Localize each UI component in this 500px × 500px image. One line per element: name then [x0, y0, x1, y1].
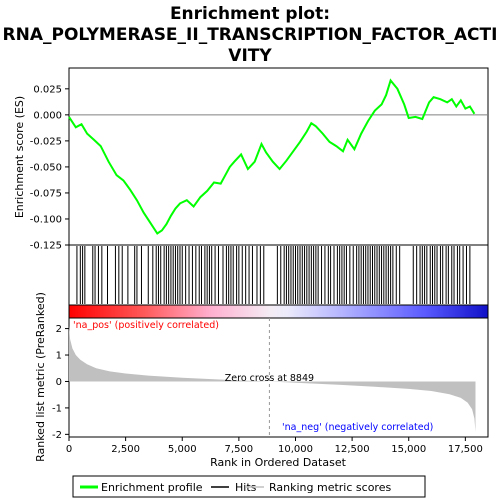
es-y-axis-label: Enrichment score (ES)	[13, 96, 26, 218]
x-tick-label: 5,000	[168, 444, 197, 455]
legend-label-metric: Ranking metric scores	[269, 481, 391, 494]
rank-color-bar	[68, 304, 489, 319]
x-axis-ticks: 0 2,500 5,000 7,500 10,000 12,500 15,000 17,500	[66, 437, 483, 455]
metric-tick-label: 2	[56, 324, 62, 335]
x-tick-label: 2,500	[111, 444, 140, 455]
enrichment-profile-line	[68, 78, 476, 235]
es-tick-label: 0.000	[33, 110, 62, 121]
x-tick-label: 12,500	[335, 444, 370, 455]
legend-label-hits: Hits	[235, 481, 257, 494]
es-y-ticks: 0.025 0.000 -0.025 -0.050 -0.075 -0.100 -0.125	[30, 84, 69, 252]
metric-tick-label: 0	[56, 377, 62, 388]
es-tick-label: -0.100	[30, 214, 62, 225]
metric-tick-label: -1	[52, 403, 62, 414]
metric-tick-label: 1	[56, 351, 62, 362]
hit-markers	[76, 246, 471, 304]
es-tick-label: -0.050	[30, 162, 62, 173]
x-tick-label: 15,000	[391, 444, 426, 455]
zero-cross-label: Zero cross at 8849	[225, 373, 314, 384]
chart-title-line2: RNA_POLYMERASE_II_TRANSCRIPTION_FACTOR_A…	[3, 25, 498, 45]
x-tick-label: 10,000	[278, 444, 313, 455]
metric-y-ticks: 2 1 0 -1 -2	[52, 324, 69, 441]
legend-label-enrichment: Enrichment profile	[101, 481, 203, 494]
pos-correlated-label: 'na_pos' (positively correlated)	[73, 320, 219, 331]
metric-tick-label: -2	[52, 430, 62, 441]
neg-correlated-label: 'na_neg' (negatively correlated)	[282, 422, 433, 433]
es-tick-label: 0.025	[33, 84, 62, 95]
x-axis-label: Rank in Ordered Dataset	[210, 456, 347, 469]
x-tick-label: 7,500	[225, 444, 254, 455]
es-tick-label: -0.075	[30, 188, 62, 199]
metric-y-axis-label: Ranked list metric (PreRanked)	[34, 292, 47, 462]
es-panel-frame	[68, 67, 489, 246]
ranking-metric-area	[69, 325, 476, 432]
es-tick-label: -0.125	[30, 241, 62, 252]
hits-panel-frame	[68, 244, 489, 306]
chart-title-line3: VITY	[228, 46, 272, 66]
x-tick-label: 17,500	[448, 444, 483, 455]
es-tick-label: -0.025	[30, 136, 62, 147]
chart-title-line1: Enrichment plot:	[170, 4, 330, 24]
x-tick-label: 0	[66, 444, 72, 455]
legend: Enrichment profile Hits Ranking metric s…	[72, 475, 426, 498]
